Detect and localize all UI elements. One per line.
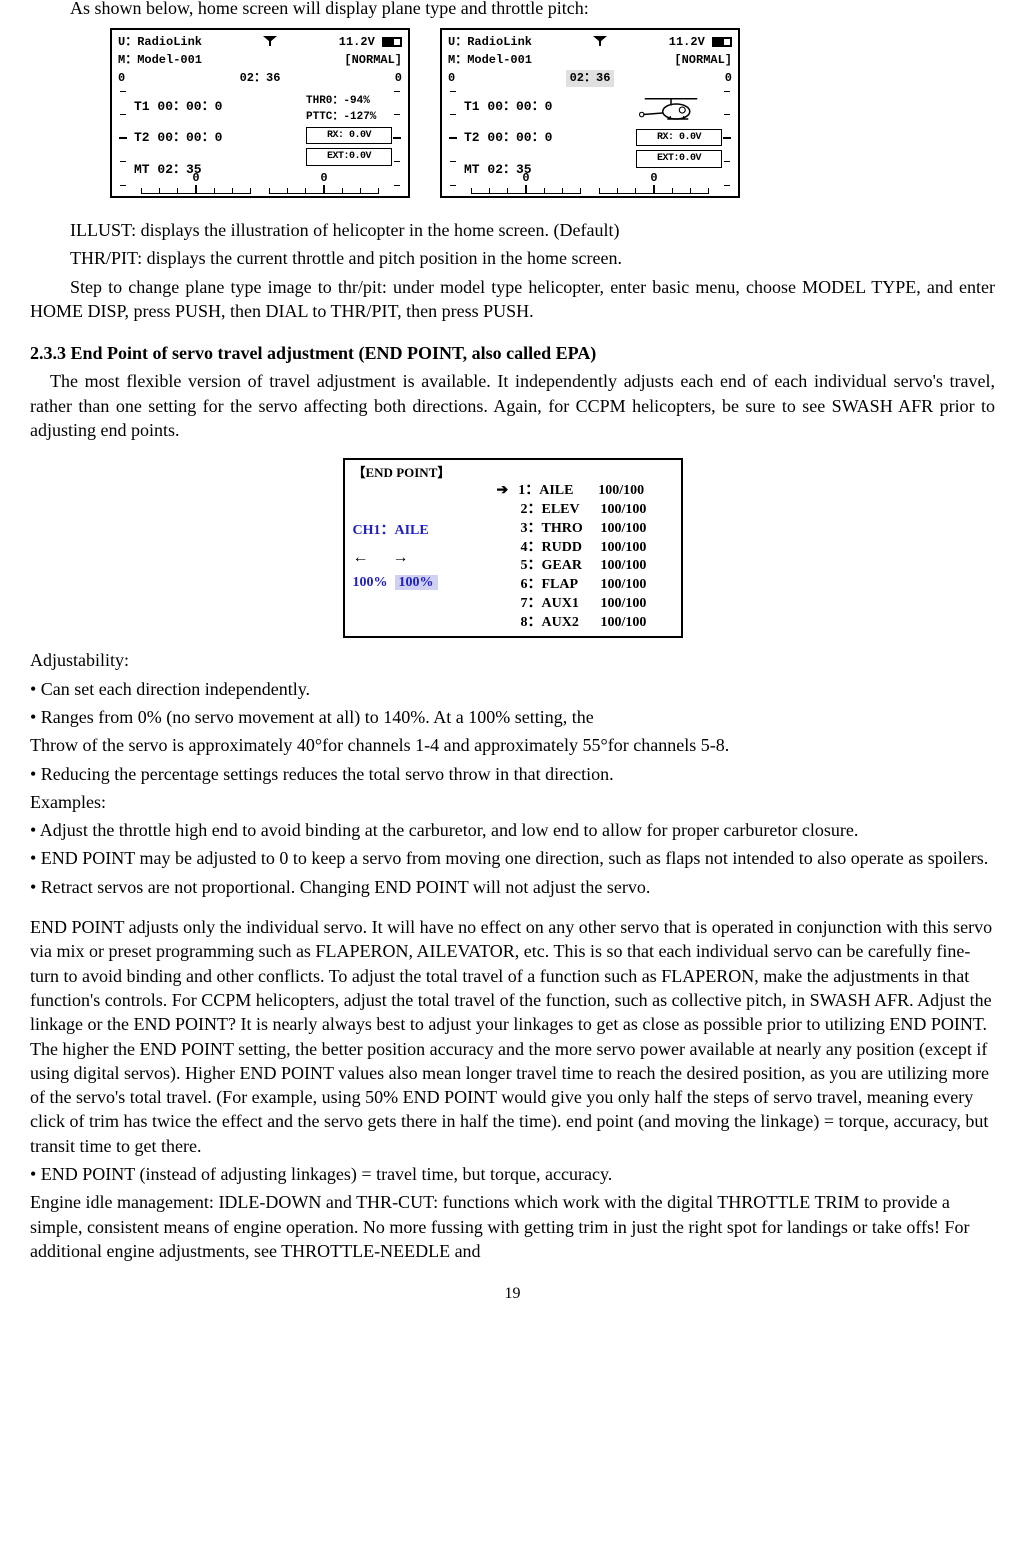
ep-rows: ➔1：AILE100/100 2：ELEV100/100 3：THRO100/1… bbox=[497, 482, 673, 633]
m-label: M：Model-001 bbox=[448, 52, 532, 68]
rx-box: RX: 0.0V bbox=[306, 127, 392, 145]
battery-icon bbox=[712, 37, 732, 47]
section-233-heading: 2.3.3 End Point of servo travel adjustme… bbox=[30, 341, 995, 365]
battery-icon bbox=[382, 37, 402, 47]
antenna-icon bbox=[593, 36, 607, 48]
ep-arrows: ← → bbox=[353, 547, 497, 569]
ep-channel: CH1：AILE bbox=[353, 522, 497, 541]
right-vscale bbox=[392, 91, 402, 186]
clock: 02：36 bbox=[240, 70, 281, 86]
big-para: END POINT adjusts only the individual se… bbox=[30, 915, 995, 1158]
t2: T2 00：00：0 bbox=[134, 129, 300, 147]
examples-h: Examples: bbox=[30, 790, 995, 814]
hscale-left: 0 bbox=[141, 170, 251, 194]
mode-label: [NORMAL] bbox=[344, 52, 402, 68]
voltage: 11.2V bbox=[669, 35, 705, 49]
clock: 02：36 bbox=[566, 70, 615, 86]
intro-text: As shown below, home screen will display… bbox=[30, 0, 995, 22]
ep-percents: 100% 100% bbox=[353, 574, 497, 593]
val-0a: 0 bbox=[118, 70, 125, 86]
hscale-right: 0 bbox=[599, 170, 709, 194]
right-vscale bbox=[722, 91, 732, 186]
adj-2: • Ranges from 0% (no servo movement at a… bbox=[30, 705, 995, 729]
m-label: M：Model-001 bbox=[118, 52, 202, 68]
antenna-icon bbox=[263, 36, 277, 48]
ex-1: • Adjust the throttle high end to avoid … bbox=[30, 818, 995, 842]
endpoint-screen: 【END POINT】 CH1：AILE ← → 100% 100% ➔1：AI… bbox=[343, 458, 683, 638]
big-3: Engine idle management: IDLE-DOWN and TH… bbox=[30, 1190, 995, 1263]
page-number: 19 bbox=[30, 1283, 995, 1305]
screen-thrpit: U：RadioLink 11.2V M：Model-001 [NORMAL] 0… bbox=[110, 28, 410, 198]
u-label: U：RadioLink bbox=[448, 34, 532, 50]
left-vscale bbox=[448, 91, 458, 186]
ex-3: • Retract servos are not proportional. C… bbox=[30, 875, 995, 899]
screen-illust: U：RadioLink 11.2V M：Model-001 [NORMAL] 0… bbox=[440, 28, 740, 198]
adj-1: • Can set each direction independently. bbox=[30, 677, 995, 701]
ex-2: • END POINT may be adjusted to 0 to keep… bbox=[30, 846, 995, 870]
mode-label: [NORMAL] bbox=[674, 52, 732, 68]
rx-box: RX: 0.0V bbox=[636, 129, 722, 147]
u-label: U：RadioLink bbox=[118, 34, 202, 50]
thr0: THR0：-94% bbox=[306, 95, 392, 107]
hscale-right: 0 bbox=[269, 170, 379, 194]
pttc: PTTC：-127% bbox=[306, 111, 392, 123]
ext-box: EXT:0.0V bbox=[636, 150, 722, 168]
left-vscale bbox=[118, 91, 128, 186]
ep-title: 【END POINT】 bbox=[353, 464, 673, 482]
voltage: 11.2V bbox=[339, 35, 375, 49]
val-0b: 0 bbox=[725, 70, 732, 86]
step-desc: Step to change plane type image to thr/p… bbox=[30, 275, 995, 324]
t1: T1 00：00：0 bbox=[134, 98, 300, 116]
t2: T2 00：00：0 bbox=[464, 129, 630, 147]
adj-2b: Throw of the servo is approximately 40°f… bbox=[30, 733, 995, 757]
ext-box: EXT:0.0V bbox=[306, 148, 392, 166]
val-0b: 0 bbox=[395, 70, 402, 86]
val-0a: 0 bbox=[448, 70, 455, 86]
adjustability-h: Adjustability: bbox=[30, 648, 995, 672]
section-233-body: The most flexible version of travel adju… bbox=[30, 369, 995, 442]
t1: T1 00：00：0 bbox=[464, 98, 630, 116]
big-2: • END POINT (instead of adjusting linkag… bbox=[30, 1162, 995, 1186]
arrow-icon: ➔ bbox=[497, 482, 509, 501]
adj-3: • Reducing the percentage settings reduc… bbox=[30, 762, 995, 786]
illust-desc: ILLUST: displays the illustration of hel… bbox=[30, 218, 995, 242]
helicopter-icon bbox=[636, 95, 706, 125]
thrpit-desc: THR/PIT: displays the current throttle a… bbox=[30, 246, 995, 270]
hscale-left: 0 bbox=[471, 170, 581, 194]
lcd-screens: U：RadioLink 11.2V M：Model-001 [NORMAL] 0… bbox=[110, 28, 995, 198]
